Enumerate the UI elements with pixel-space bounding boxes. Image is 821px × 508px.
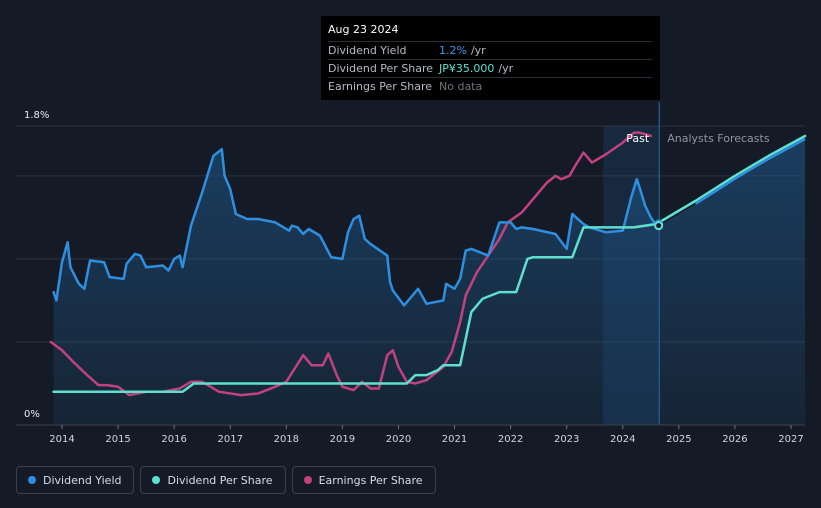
y-tick-label: 1.8% <box>24 110 49 121</box>
hover-marker <box>654 221 664 231</box>
x-tick-label: 2024 <box>610 434 635 445</box>
x-tick-label: 2026 <box>722 434 747 445</box>
tooltip-label: Earnings Per Share <box>328 80 433 93</box>
series-lines <box>49 131 807 397</box>
dividend-yield-area <box>53 139 806 426</box>
earnings-per-share-line <box>49 131 653 397</box>
x-tick-label: 2017 <box>218 434 243 445</box>
legend-dot-icon <box>303 476 312 484</box>
tooltip-date: Aug 23 2024 <box>328 23 399 36</box>
x-tick-label: 2020 <box>386 434 411 445</box>
hover-markers <box>654 219 664 231</box>
tooltip-unit: /yr <box>470 44 486 57</box>
forecast-region-label: Analysts Forecasts <box>667 132 770 145</box>
hover-tooltip: Aug 23 2024 Dividend Yield 1.2% /yr Divi… <box>321 16 660 100</box>
tooltip-label: Dividend Yield <box>328 44 407 57</box>
tooltip-value: 1.2% <box>439 44 467 57</box>
legend-label: Dividend Per Share <box>167 473 273 487</box>
past-region-label: Past <box>626 132 650 145</box>
tooltip-row-dividend-per-share: Dividend Per Share JP¥35.000 /yr <box>328 59 652 77</box>
tooltip-label: Dividend Per Share <box>328 62 434 75</box>
y-tick-label: 0% <box>24 409 40 420</box>
x-axis-ticks: 2014 2015 2016 2017 2018 2019 2020 2021 2022 2023… <box>16 424 805 445</box>
tooltip-unit: /yr <box>498 62 514 75</box>
legend-earnings-per-share[interactable]: Earnings Per Share <box>291 466 436 494</box>
x-tick-label: 2022 <box>498 434 523 445</box>
legend-label: Dividend Yield <box>43 473 122 487</box>
series-areas <box>53 139 806 426</box>
tooltip-row-dividend-yield: Dividend Yield 1.2% /yr <box>328 41 652 59</box>
x-tick-label: 2019 <box>330 434 355 445</box>
legend: Dividend Yield Dividend Per Share Earnin… <box>16 466 436 494</box>
tooltip-value: No data <box>439 80 483 93</box>
y-axis-ticks: 1.8% 0% <box>24 110 49 420</box>
dividend-per-share-line <box>52 134 807 394</box>
x-tick-label: 2016 <box>161 434 186 445</box>
legend-dot-icon <box>28 476 36 484</box>
legend-dividend-yield[interactable]: Dividend Yield <box>16 466 135 494</box>
x-tick-label: 2027 <box>778 434 803 445</box>
x-tick-label: 2023 <box>554 434 579 445</box>
x-tick-label: 2021 <box>442 434 467 445</box>
dividend-yield-line <box>52 148 658 307</box>
dividend-yield-forecast-line <box>694 137 806 205</box>
x-tick-label: 2018 <box>274 434 299 445</box>
x-tick-label: 2025 <box>666 434 691 445</box>
legend-dot-icon <box>152 476 161 484</box>
x-tick-label: 2014 <box>49 434 74 445</box>
legend-label: Earnings Per Share <box>318 473 423 487</box>
legend-dividend-per-share[interactable]: Dividend Per Share <box>140 466 286 494</box>
tooltip-value: JP¥35.000 <box>439 62 495 75</box>
x-tick-label: 2015 <box>105 434 130 445</box>
tooltip-row-earnings-per-share: Earnings Per Share No data <box>328 77 652 95</box>
